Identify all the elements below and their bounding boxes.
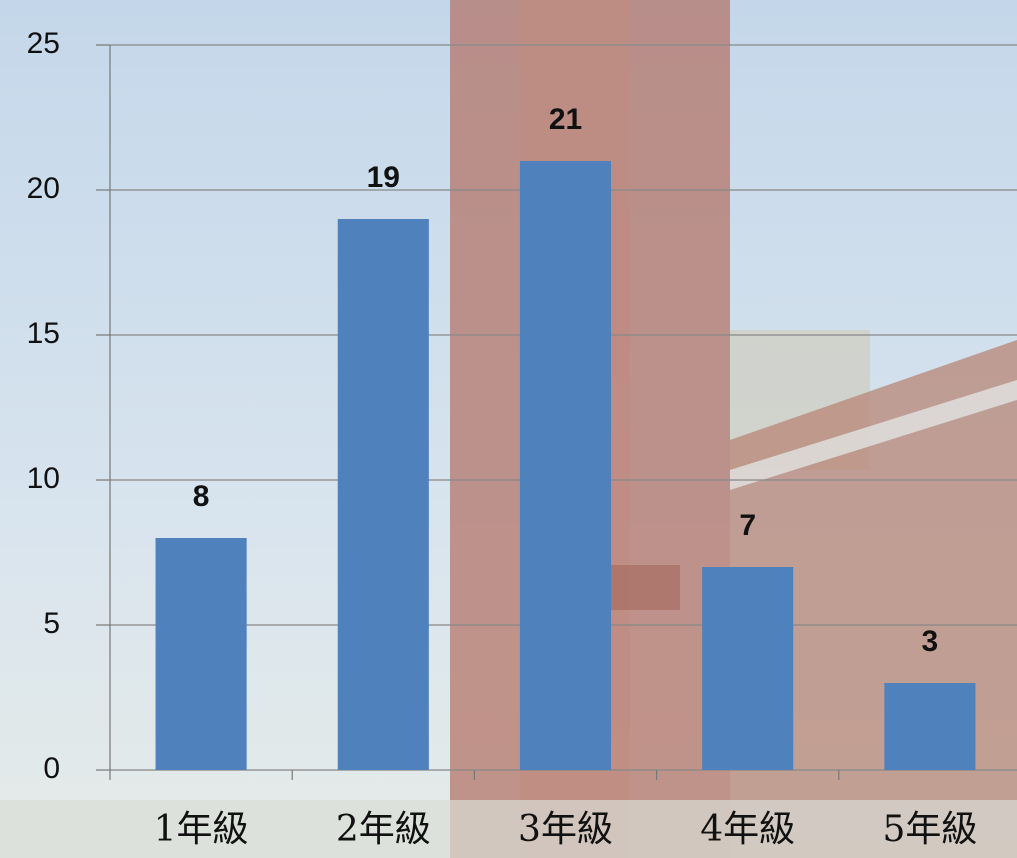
bar xyxy=(519,161,612,770)
y-tick-label: 15 xyxy=(27,317,60,350)
x-tick-label: 3年級 xyxy=(518,809,613,850)
y-tick-label: 5 xyxy=(43,607,60,640)
x-tick-label: 4年級 xyxy=(700,809,795,850)
value-label: 21 xyxy=(549,103,582,136)
y-tick-label: 25 xyxy=(27,27,60,60)
bar xyxy=(884,683,976,770)
x-tick-label: 2年級 xyxy=(336,809,431,850)
bar xyxy=(155,538,247,770)
value-label: 7 xyxy=(739,509,756,542)
bar xyxy=(702,567,794,770)
y-tick-label: 0 xyxy=(43,752,60,785)
y-tick-label: 20 xyxy=(27,172,60,205)
value-label: 3 xyxy=(922,625,939,658)
x-tick-label: 1年級 xyxy=(154,809,249,850)
x-tick-label: 5年級 xyxy=(882,809,977,850)
value-label: 8 xyxy=(193,480,210,513)
y-tick-label: 10 xyxy=(27,462,60,495)
value-label: 19 xyxy=(367,161,400,194)
bar xyxy=(337,219,429,770)
